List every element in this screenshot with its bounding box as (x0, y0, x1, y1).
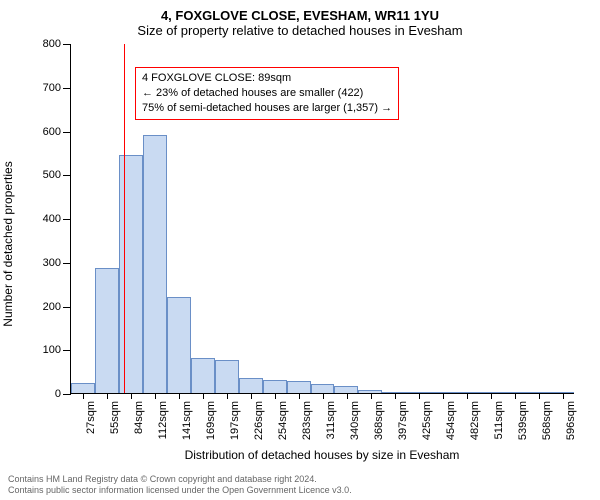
bar (119, 155, 143, 393)
x-tick-label: 368sqm (373, 401, 385, 440)
y-tick-label: 0 (55, 388, 71, 400)
x-tick-label: 539sqm (517, 401, 529, 440)
bar (95, 268, 119, 393)
x-tick-label: 254sqm (277, 401, 289, 440)
x-tick-label: 311sqm (325, 401, 337, 439)
x-tick-label: 169sqm (205, 401, 217, 440)
y-axis-label: Number of detached properties (1, 161, 15, 326)
y-tick-label: 400 (43, 213, 71, 225)
y-tick-label: 700 (43, 82, 71, 94)
x-tick (563, 393, 564, 399)
page-subtitle: Size of property relative to detached ho… (0, 23, 600, 42)
bar-fill (215, 360, 239, 393)
plot-area: 4 FOXGLOVE CLOSE: 89sqm ← 23% of detache… (70, 44, 574, 394)
x-axis-label: Distribution of detached houses by size … (70, 448, 574, 462)
bar-fill (143, 135, 167, 393)
x-tick (323, 393, 324, 399)
annotation-box: 4 FOXGLOVE CLOSE: 89sqm ← 23% of detache… (135, 67, 399, 120)
x-tick-label: 482sqm (469, 401, 481, 440)
bar-fill (263, 380, 287, 393)
x-tick (467, 393, 468, 399)
y-tick-label: 800 (43, 38, 71, 50)
x-tick-label: 27sqm (85, 401, 97, 434)
x-tick-label: 454sqm (445, 401, 457, 440)
x-tick (83, 393, 84, 399)
x-tick (251, 393, 252, 399)
bar (287, 381, 311, 393)
bar (311, 384, 335, 393)
bar-fill (191, 358, 215, 393)
x-tick (419, 393, 420, 399)
x-tick (203, 393, 204, 399)
x-tick (395, 393, 396, 399)
y-tick-label: 300 (43, 257, 71, 269)
bar (263, 380, 287, 393)
footer: Contains HM Land Registry data © Crown c… (8, 474, 592, 496)
x-tick (491, 393, 492, 399)
x-tick-label: 141sqm (181, 401, 193, 440)
x-tick (347, 393, 348, 399)
x-tick (515, 393, 516, 399)
bar-fill (287, 381, 311, 393)
x-tick-label: 84sqm (133, 401, 145, 434)
bar (167, 297, 191, 393)
x-tick (443, 393, 444, 399)
x-tick-label: 197sqm (229, 401, 241, 440)
bar (191, 358, 215, 393)
x-tick-label: 112sqm (157, 401, 169, 439)
bar-fill (311, 384, 335, 393)
x-tick-label: 596sqm (565, 401, 577, 440)
bar-fill (71, 383, 95, 393)
bar-fill (239, 378, 263, 393)
x-tick-label: 226sqm (253, 401, 265, 440)
footer-line-2: Contains public sector information licen… (8, 485, 592, 496)
footer-line-1: Contains HM Land Registry data © Crown c… (8, 474, 592, 485)
annotation-line-1: 4 FOXGLOVE CLOSE: 89sqm (142, 71, 392, 86)
x-tick (179, 393, 180, 399)
x-tick-label: 568sqm (541, 401, 553, 440)
y-tick-label: 200 (43, 301, 71, 313)
bar (143, 135, 167, 393)
x-tick-label: 340sqm (349, 401, 361, 440)
x-tick (131, 393, 132, 399)
bar-fill (167, 297, 191, 393)
chart-container: Number of detached properties 4 FOXGLOVE… (20, 44, 580, 444)
bar-fill (95, 268, 119, 393)
bar-fill (119, 155, 143, 393)
x-tick-label: 55sqm (109, 401, 121, 434)
x-tick (275, 393, 276, 399)
reference-line (124, 44, 125, 393)
bar (215, 360, 239, 393)
x-tick (371, 393, 372, 399)
x-tick-label: 397sqm (397, 401, 409, 440)
x-tick (155, 393, 156, 399)
x-tick (299, 393, 300, 399)
page-title: 4, FOXGLOVE CLOSE, EVESHAM, WR11 1YU (0, 0, 600, 23)
x-tick (107, 393, 108, 399)
x-tick (539, 393, 540, 399)
x-tick (227, 393, 228, 399)
annotation-line-2: ← 23% of detached houses are smaller (42… (142, 86, 392, 101)
bar (71, 383, 95, 393)
y-tick-label: 500 (43, 169, 71, 181)
annotation-line-3: 75% of semi-detached houses are larger (… (142, 101, 392, 116)
x-tick-label: 425sqm (421, 401, 433, 440)
x-tick-label: 511sqm (493, 401, 505, 439)
x-tick-label: 283sqm (301, 401, 313, 440)
y-tick-label: 600 (43, 126, 71, 138)
y-tick-label: 100 (43, 344, 71, 356)
bar (239, 378, 263, 393)
